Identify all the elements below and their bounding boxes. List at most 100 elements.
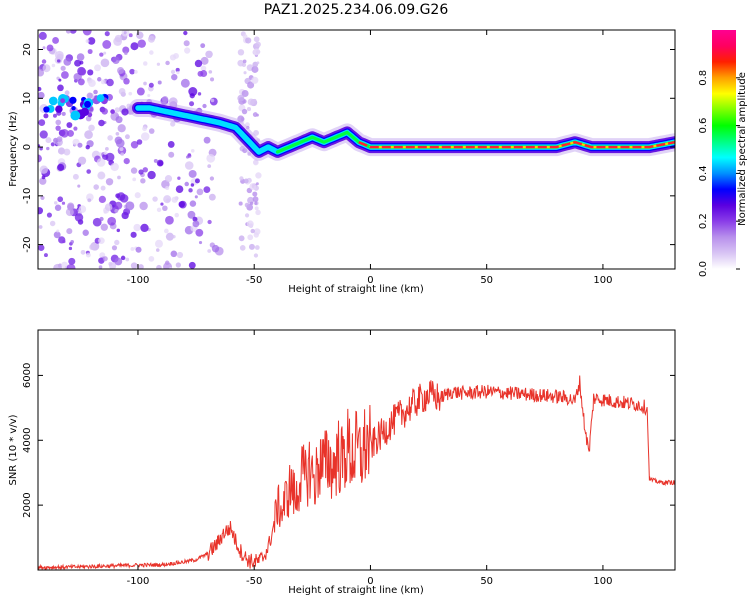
- colorbar-tick-label: 0.2: [698, 213, 709, 229]
- noise-blob: [69, 30, 77, 34]
- noise-blob: [169, 54, 177, 61]
- noise-blob: [184, 181, 189, 187]
- noise-blob: [176, 251, 184, 259]
- noise-blob: [255, 209, 261, 216]
- snr-x-tick-label: 50: [480, 576, 493, 587]
- noise-blob: [98, 195, 106, 204]
- noise-blob: [103, 151, 108, 156]
- noise-blob: [253, 48, 261, 56]
- noise-blob: [38, 31, 47, 40]
- noise-blob: [188, 169, 197, 178]
- noise-blob: [205, 50, 213, 59]
- noise-blob: [254, 201, 258, 205]
- noise-blob: [246, 107, 252, 112]
- noise-blob: [119, 146, 124, 152]
- noise-blob: [207, 164, 212, 169]
- noise-blob: [125, 201, 135, 211]
- noise-blob: [130, 167, 138, 174]
- noise-blob: [45, 137, 52, 144]
- noise-blob: [244, 213, 250, 218]
- noise-blob: [208, 193, 216, 201]
- noise-blob: [97, 77, 102, 82]
- noise-blob: [154, 239, 163, 248]
- noise-blob: [117, 67, 125, 75]
- spectrogram-marks: [38, 30, 675, 269]
- noise-blob: [253, 253, 259, 258]
- noise-blob: [194, 59, 203, 68]
- noise-blob: [39, 165, 49, 174]
- noise-blob: [68, 257, 76, 265]
- noise-blob: [89, 243, 96, 251]
- noise-blob: [66, 122, 73, 128]
- spectrogram-y-ticks: -20 -10 0 10 20: [22, 43, 675, 253]
- noise-blob: [38, 68, 45, 77]
- spectrogram-x-tick-label: 50: [480, 275, 493, 286]
- noise-blob: [124, 134, 130, 140]
- noise-blob: [84, 130, 93, 140]
- noise-blob: [253, 129, 260, 136]
- noise-blob: [50, 142, 55, 147]
- noise-blob: [120, 152, 125, 157]
- noise-blob: [57, 196, 64, 203]
- noise-blob: [253, 98, 257, 102]
- noise-blob: [247, 81, 255, 89]
- snr-x-label: Height of straight line (km): [288, 585, 424, 596]
- colorbar-tick-label: 0.8: [698, 70, 709, 86]
- noise-blob: [119, 194, 129, 203]
- noise-blob: [157, 80, 162, 85]
- noise-blob: [187, 153, 192, 157]
- noise-blob: [51, 63, 56, 68]
- noise-blob: [253, 232, 259, 238]
- noise-blob: [39, 177, 47, 185]
- noise-blob: [184, 47, 191, 54]
- noise-blob: [139, 201, 148, 211]
- noise-blob: [133, 69, 138, 74]
- noise-blob: [74, 213, 84, 222]
- noise-blob: [164, 175, 173, 183]
- noise-blob: [88, 124, 95, 132]
- noise-blob: [39, 147, 43, 151]
- noise-blob: [207, 249, 212, 253]
- noise-blob: [92, 217, 102, 227]
- noise-blob: [124, 51, 128, 56]
- noise-blob: [39, 130, 48, 139]
- noise-blob: [192, 220, 200, 228]
- noise-blob: [190, 183, 195, 187]
- noise-blob: [170, 121, 176, 127]
- noise-blob: [183, 30, 188, 36]
- noise-blob: [38, 244, 45, 252]
- noise-blob: [189, 101, 195, 107]
- noise-blob: [93, 89, 98, 95]
- noise-blob: [100, 79, 106, 85]
- noise-blob: [52, 37, 59, 44]
- noise-blob: [156, 207, 162, 213]
- noise-blob: [200, 43, 206, 49]
- noise-blob: [62, 239, 66, 244]
- noise-blob: [57, 163, 65, 172]
- noise-blob: [164, 228, 169, 234]
- noise-blob: [102, 40, 112, 49]
- noise-blob: [55, 119, 62, 126]
- ridge-blob: [48, 96, 58, 106]
- noise-blob: [137, 39, 146, 48]
- snr-x-tick-label: 0: [367, 576, 373, 587]
- noise-blob: [96, 158, 106, 167]
- noise-blob: [161, 96, 169, 103]
- noise-blob: [178, 201, 186, 208]
- colorbar-ticks: 0.0 0.2 0.4 0.6 0.8: [698, 70, 740, 277]
- noise-blob: [61, 201, 66, 205]
- noise-blob: [60, 65, 66, 71]
- noise-blob: [58, 78, 62, 82]
- noise-blob: [82, 30, 92, 36]
- noise-blob: [79, 75, 83, 79]
- noise-blob: [80, 249, 86, 255]
- noise-blob: [46, 44, 54, 52]
- noise-blob: [245, 37, 252, 44]
- noise-blob: [41, 59, 47, 64]
- noise-blob: [156, 264, 162, 269]
- noise-blob: [189, 93, 195, 99]
- noise-blob: [65, 30, 71, 34]
- noise-blob: [237, 49, 245, 56]
- noise-blob: [208, 70, 213, 74]
- noise-blob: [165, 215, 174, 225]
